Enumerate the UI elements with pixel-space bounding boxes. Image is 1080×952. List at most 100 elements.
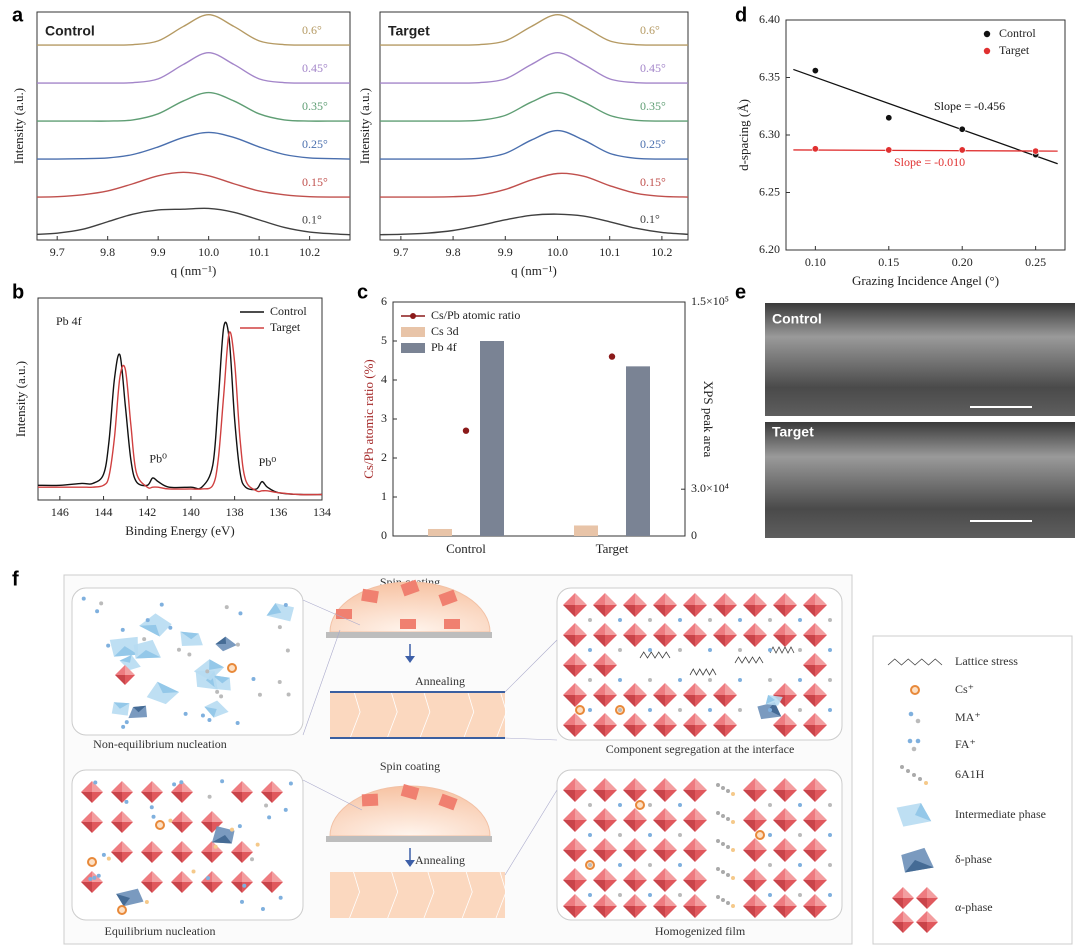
ion — [176, 647, 181, 652]
octahedron — [725, 683, 737, 695]
grain-boundary — [387, 871, 399, 919]
octahedron — [593, 695, 605, 707]
legend-label: Target — [999, 43, 1030, 57]
octahedron — [725, 635, 737, 647]
ion — [144, 900, 149, 905]
octahedron — [182, 792, 193, 803]
ion — [159, 602, 164, 607]
lattice-stress — [769, 646, 795, 654]
series-line — [380, 91, 689, 122]
ion — [238, 611, 243, 616]
octahedron — [182, 811, 193, 822]
y-axis-label: Intensity (a.u.) — [13, 361, 28, 437]
ion — [92, 875, 97, 880]
octahedron — [773, 778, 785, 790]
ion — [708, 708, 712, 712]
crystal-face — [157, 681, 180, 694]
crystal-face — [215, 636, 227, 645]
octahedron — [231, 852, 242, 863]
octahedron — [653, 623, 665, 635]
connector — [302, 599, 361, 626]
octahedron — [755, 605, 767, 617]
point — [1032, 147, 1040, 155]
ion — [678, 893, 682, 897]
ion — [124, 720, 129, 725]
octahedron — [665, 808, 677, 820]
octahedron — [803, 695, 815, 707]
octahedron — [115, 675, 125, 685]
ion — [618, 648, 622, 652]
octahedron — [713, 605, 725, 617]
nucleus — [438, 589, 458, 607]
y-tick-label: 2 — [381, 450, 387, 464]
series-line — [380, 129, 689, 160]
octahedron — [785, 623, 797, 635]
ion — [726, 845, 730, 849]
legend-marker — [983, 47, 991, 55]
ion — [648, 678, 652, 682]
ion — [678, 648, 682, 652]
ion — [648, 708, 652, 712]
octahedron — [653, 695, 665, 707]
octahedron — [773, 838, 785, 850]
ion — [93, 780, 98, 785]
ion — [648, 618, 652, 622]
octahedron — [635, 808, 647, 820]
lattice-stress — [689, 668, 717, 676]
octahedron — [743, 593, 755, 605]
crystal-face — [204, 706, 217, 718]
octahedron — [773, 850, 785, 862]
octahedron — [916, 922, 927, 933]
octahedron — [563, 868, 575, 880]
octahedron — [773, 593, 785, 605]
bar — [428, 528, 452, 536]
octahedron — [623, 713, 635, 725]
octahedron — [695, 695, 707, 707]
connector — [504, 789, 558, 876]
octahedron — [785, 725, 797, 737]
ion — [678, 863, 682, 867]
octahedron — [563, 653, 575, 665]
octahedron — [785, 850, 797, 862]
octahedron — [635, 778, 647, 790]
octahedron — [605, 725, 617, 737]
octahedron — [785, 593, 797, 605]
ion — [88, 876, 93, 881]
point — [608, 353, 616, 360]
y-tick-label: 6.40 — [759, 12, 780, 26]
series-label: 0.6° — [302, 23, 322, 37]
ion — [179, 780, 184, 785]
octahedron — [563, 593, 575, 605]
octahedron — [563, 725, 575, 737]
octahedron — [665, 880, 677, 892]
connector — [504, 639, 558, 693]
scheme-box — [71, 587, 304, 736]
octahedron — [605, 623, 617, 635]
ion — [205, 876, 210, 881]
octahedron — [201, 841, 212, 852]
series-label: 0.25° — [302, 137, 328, 151]
octahedron — [815, 695, 827, 707]
y-tick-label: 3 — [381, 411, 387, 425]
ion — [120, 627, 125, 632]
octahedron — [212, 871, 223, 882]
octahedron — [755, 635, 767, 647]
octahedron — [773, 713, 785, 725]
octahedron — [593, 605, 605, 617]
lattice-stress — [734, 656, 764, 664]
octahedron — [892, 922, 903, 933]
crystal-face — [133, 705, 146, 713]
octahedron — [683, 778, 695, 790]
step-label: Annealing — [415, 853, 465, 867]
octahedron — [152, 882, 163, 893]
ion — [900, 765, 904, 769]
point — [885, 114, 893, 122]
octahedron — [725, 605, 737, 617]
octahedron — [815, 906, 827, 918]
ion — [229, 827, 234, 832]
octahedron — [141, 852, 152, 863]
series-line — [37, 321, 323, 496]
octahedron — [231, 841, 242, 852]
ion — [907, 738, 913, 744]
ion — [149, 805, 154, 810]
